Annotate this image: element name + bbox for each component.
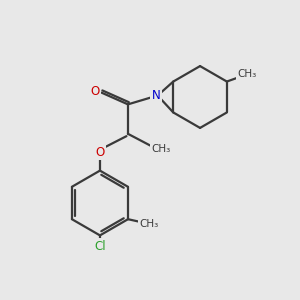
Text: N: N xyxy=(152,89,160,102)
Text: CH₃: CH₃ xyxy=(140,219,159,229)
Text: Cl: Cl xyxy=(94,240,106,253)
Text: O: O xyxy=(95,146,105,159)
Text: CH₃: CH₃ xyxy=(151,143,170,154)
Text: O: O xyxy=(90,85,100,98)
Text: CH₃: CH₃ xyxy=(238,69,257,79)
